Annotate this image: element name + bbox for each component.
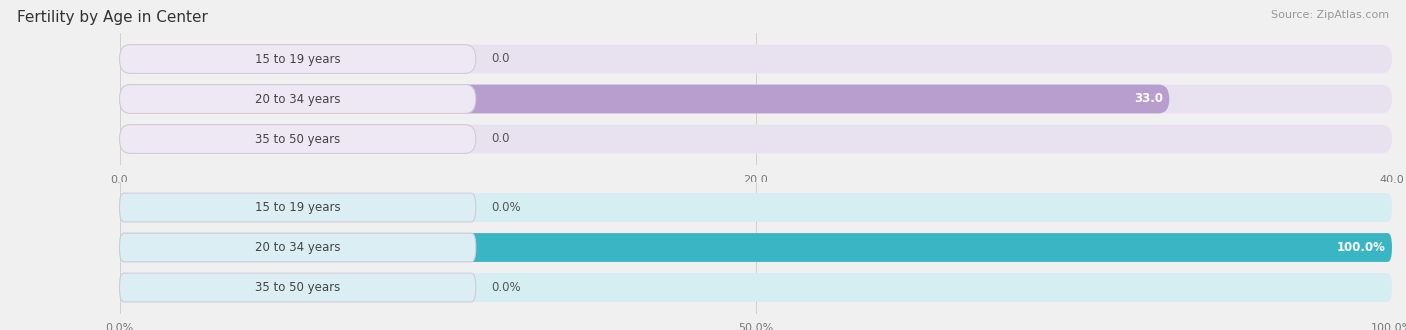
Text: 33.0: 33.0 [1133,92,1163,106]
Text: 0.0%: 0.0% [491,281,520,294]
Text: 35 to 50 years: 35 to 50 years [254,133,340,146]
FancyBboxPatch shape [120,45,475,73]
Text: 35 to 50 years: 35 to 50 years [254,281,340,294]
FancyBboxPatch shape [120,125,1392,153]
Text: Fertility by Age in Center: Fertility by Age in Center [17,10,208,25]
FancyBboxPatch shape [120,193,475,222]
FancyBboxPatch shape [120,193,1392,222]
Text: 20 to 34 years: 20 to 34 years [254,241,340,254]
FancyBboxPatch shape [120,125,475,153]
Text: 0.0%: 0.0% [491,201,520,214]
FancyBboxPatch shape [120,273,475,302]
FancyBboxPatch shape [120,233,1392,262]
Text: 0.0: 0.0 [491,133,509,146]
FancyBboxPatch shape [120,45,1392,73]
Text: 15 to 19 years: 15 to 19 years [254,52,340,65]
Text: Source: ZipAtlas.com: Source: ZipAtlas.com [1271,10,1389,20]
FancyBboxPatch shape [120,84,1392,114]
FancyBboxPatch shape [120,84,475,114]
Text: 15 to 19 years: 15 to 19 years [254,201,340,214]
Text: 100.0%: 100.0% [1337,241,1385,254]
FancyBboxPatch shape [120,233,1392,262]
FancyBboxPatch shape [120,84,1170,114]
Text: 0.0: 0.0 [491,52,509,65]
FancyBboxPatch shape [120,273,1392,302]
Text: 20 to 34 years: 20 to 34 years [254,92,340,106]
FancyBboxPatch shape [120,233,475,262]
